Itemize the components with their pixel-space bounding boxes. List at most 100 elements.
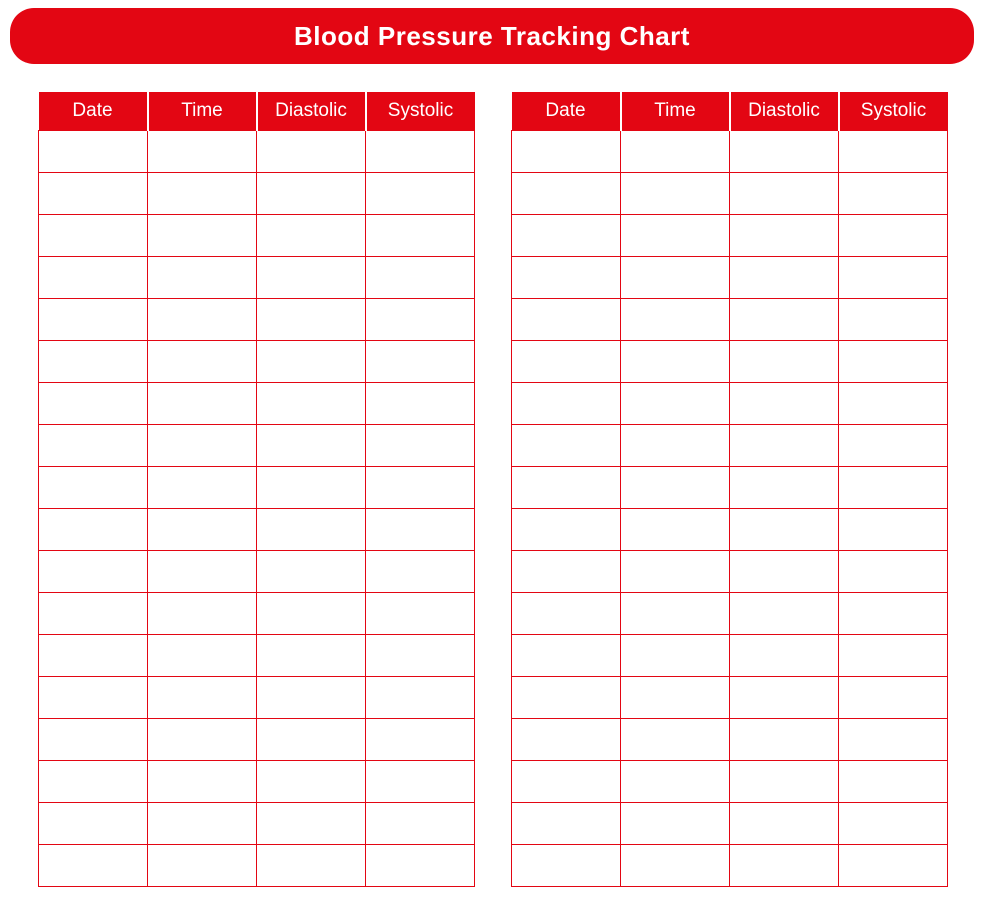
table-cell[interactable] — [39, 508, 148, 550]
table-cell[interactable] — [257, 508, 366, 550]
table-cell[interactable] — [366, 130, 475, 172]
table-cell[interactable] — [39, 676, 148, 718]
table-cell[interactable] — [257, 760, 366, 802]
table-cell[interactable] — [839, 424, 948, 466]
table-cell[interactable] — [366, 592, 475, 634]
table-cell[interactable] — [839, 676, 948, 718]
table-cell[interactable] — [366, 466, 475, 508]
table-cell[interactable] — [839, 844, 948, 886]
table-cell[interactable] — [39, 382, 148, 424]
table-cell[interactable] — [257, 256, 366, 298]
table-cell[interactable] — [148, 760, 257, 802]
table-cell[interactable] — [512, 676, 621, 718]
table-cell[interactable] — [730, 718, 839, 760]
table-cell[interactable] — [512, 634, 621, 676]
table-cell[interactable] — [257, 172, 366, 214]
table-cell[interactable] — [621, 340, 730, 382]
table-cell[interactable] — [366, 718, 475, 760]
table-cell[interactable] — [621, 550, 730, 592]
table-cell[interactable] — [148, 382, 257, 424]
table-cell[interactable] — [366, 508, 475, 550]
table-cell[interactable] — [366, 340, 475, 382]
table-cell[interactable] — [39, 592, 148, 634]
table-cell[interactable] — [148, 592, 257, 634]
table-cell[interactable] — [839, 298, 948, 340]
table-cell[interactable] — [730, 676, 839, 718]
table-cell[interactable] — [839, 172, 948, 214]
table-cell[interactable] — [257, 634, 366, 676]
table-cell[interactable] — [39, 718, 148, 760]
table-cell[interactable] — [148, 256, 257, 298]
table-cell[interactable] — [839, 592, 948, 634]
table-cell[interactable] — [366, 550, 475, 592]
table-cell[interactable] — [257, 214, 366, 256]
table-cell[interactable] — [730, 508, 839, 550]
table-cell[interactable] — [366, 256, 475, 298]
table-cell[interactable] — [512, 340, 621, 382]
table-cell[interactable] — [839, 718, 948, 760]
table-cell[interactable] — [512, 844, 621, 886]
table-cell[interactable] — [366, 214, 475, 256]
table-cell[interactable] — [621, 130, 730, 172]
table-cell[interactable] — [839, 340, 948, 382]
table-cell[interactable] — [257, 676, 366, 718]
table-cell[interactable] — [621, 466, 730, 508]
table-cell[interactable] — [148, 298, 257, 340]
table-cell[interactable] — [366, 676, 475, 718]
table-cell[interactable] — [621, 508, 730, 550]
table-cell[interactable] — [512, 466, 621, 508]
table-cell[interactable] — [257, 424, 366, 466]
table-cell[interactable] — [730, 214, 839, 256]
table-cell[interactable] — [512, 256, 621, 298]
table-cell[interactable] — [366, 760, 475, 802]
table-cell[interactable] — [148, 718, 257, 760]
table-cell[interactable] — [148, 676, 257, 718]
table-cell[interactable] — [839, 760, 948, 802]
table-cell[interactable] — [39, 340, 148, 382]
table-cell[interactable] — [39, 172, 148, 214]
table-cell[interactable] — [621, 718, 730, 760]
table-cell[interactable] — [621, 634, 730, 676]
table-cell[interactable] — [148, 634, 257, 676]
table-cell[interactable] — [148, 214, 257, 256]
table-cell[interactable] — [257, 844, 366, 886]
table-cell[interactable] — [730, 550, 839, 592]
table-cell[interactable] — [366, 634, 475, 676]
table-cell[interactable] — [39, 256, 148, 298]
table-cell[interactable] — [39, 130, 148, 172]
table-cell[interactable] — [621, 676, 730, 718]
table-cell[interactable] — [257, 718, 366, 760]
table-cell[interactable] — [512, 130, 621, 172]
table-cell[interactable] — [148, 802, 257, 844]
table-cell[interactable] — [512, 802, 621, 844]
table-cell[interactable] — [621, 592, 730, 634]
table-cell[interactable] — [512, 592, 621, 634]
table-cell[interactable] — [730, 466, 839, 508]
table-cell[interactable] — [148, 424, 257, 466]
table-cell[interactable] — [621, 382, 730, 424]
table-cell[interactable] — [39, 424, 148, 466]
table-cell[interactable] — [839, 802, 948, 844]
table-cell[interactable] — [39, 550, 148, 592]
table-cell[interactable] — [148, 508, 257, 550]
table-cell[interactable] — [512, 508, 621, 550]
table-cell[interactable] — [366, 298, 475, 340]
table-cell[interactable] — [621, 214, 730, 256]
table-cell[interactable] — [257, 130, 366, 172]
table-cell[interactable] — [512, 424, 621, 466]
table-cell[interactable] — [621, 298, 730, 340]
table-cell[interactable] — [730, 844, 839, 886]
table-cell[interactable] — [621, 172, 730, 214]
table-cell[interactable] — [257, 382, 366, 424]
table-cell[interactable] — [730, 382, 839, 424]
table-cell[interactable] — [148, 844, 257, 886]
table-cell[interactable] — [730, 802, 839, 844]
table-cell[interactable] — [148, 340, 257, 382]
table-cell[interactable] — [839, 256, 948, 298]
table-cell[interactable] — [839, 382, 948, 424]
table-cell[interactable] — [148, 466, 257, 508]
table-cell[interactable] — [512, 214, 621, 256]
table-cell[interactable] — [257, 340, 366, 382]
table-cell[interactable] — [512, 172, 621, 214]
table-cell[interactable] — [39, 214, 148, 256]
